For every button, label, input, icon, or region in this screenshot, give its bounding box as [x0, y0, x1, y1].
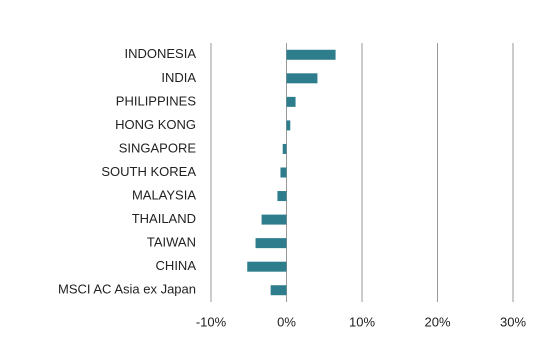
y-tick-label: SINGAPORE: [119, 140, 197, 155]
y-tick-label: PHILIPPINES: [116, 93, 197, 108]
bar: [286, 96, 296, 107]
bar: [286, 120, 291, 131]
bar: [270, 285, 287, 296]
bar: [286, 73, 318, 84]
x-tick-label: -10%: [196, 314, 227, 329]
y-tick-label: CHINA: [156, 258, 197, 273]
x-tick-label: 0%: [277, 314, 296, 329]
bar: [277, 191, 287, 202]
y-tick-label: THAILAND: [132, 211, 196, 226]
bar: [286, 49, 336, 60]
y-tick-label: MSCI AC Asia ex Japan: [58, 282, 196, 297]
bar: [247, 261, 287, 272]
x-tick-label: 10%: [349, 314, 375, 329]
y-tick-label: INDONESIA: [124, 46, 196, 61]
y-tick-label: MALAYSIA: [132, 187, 196, 202]
y-tick-label: INDIA: [161, 70, 196, 85]
y-tick-label: HONG KONG: [115, 117, 196, 132]
x-tick-label: 30%: [500, 314, 526, 329]
x-tick-label: 20%: [424, 314, 450, 329]
bar: [280, 167, 287, 178]
bar: [282, 143, 287, 154]
y-tick-label: TAIWAN: [147, 235, 196, 250]
y-tick-label: SOUTH KOREA: [101, 164, 196, 179]
bar: [255, 238, 287, 249]
bar: [261, 214, 287, 225]
